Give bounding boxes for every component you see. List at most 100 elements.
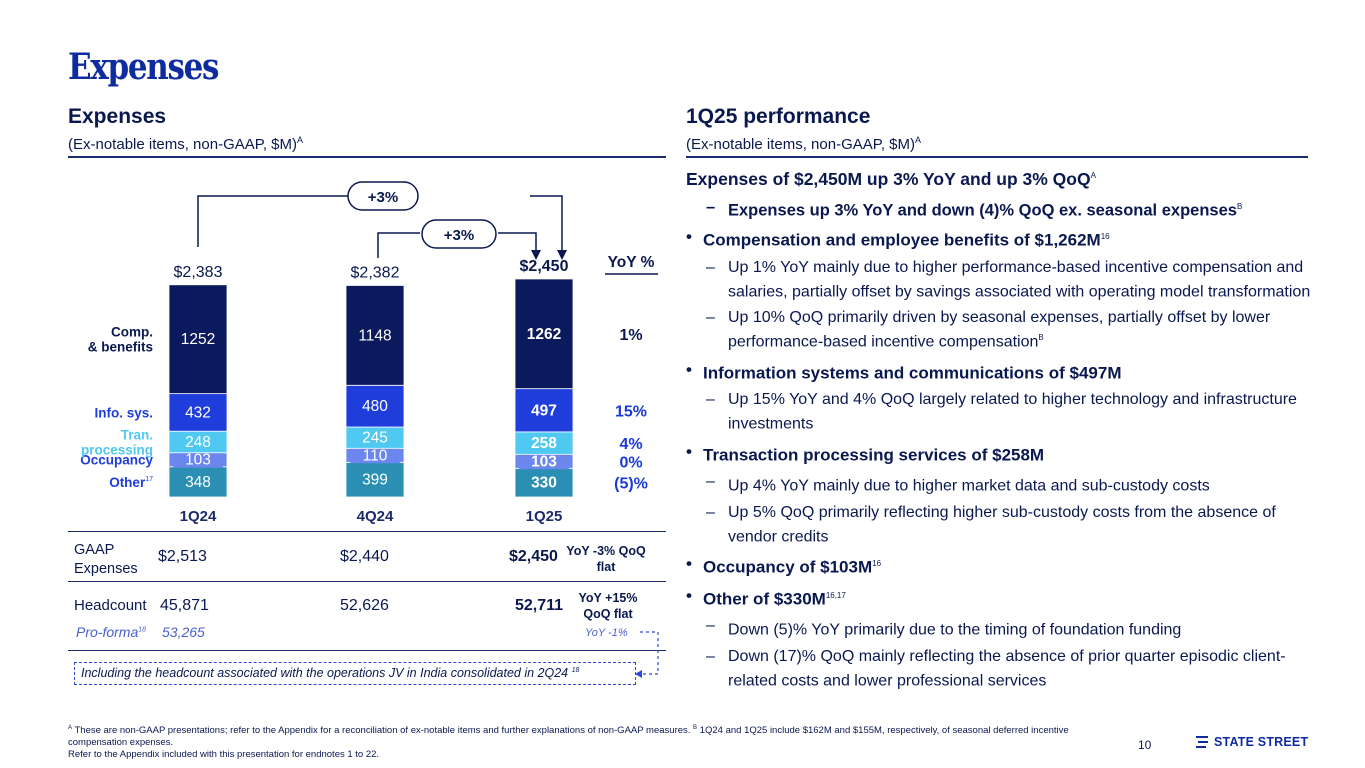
bar-value-label: 1262 (527, 326, 561, 343)
footnote-refer: Refer to the Appendix included with this… (68, 749, 380, 761)
headcount-value-1q24: 45,871 (160, 597, 209, 614)
performance-lead: Expenses of $2,450M up 3% YoY and up 3% … (686, 165, 1316, 190)
gaap-value-1q24: $2,513 (158, 548, 207, 565)
footnotes: A These are non-GAAP presentations; refe… (68, 722, 1128, 761)
growth-pill-4q24 (421, 219, 497, 249)
proforma-change-note: YoY -1% (585, 627, 628, 639)
left-panel-subtitle: (Ex-notable items, non-GAAP, $M)A (68, 130, 666, 155)
left-panel-title: Expenses (68, 105, 167, 128)
bar-value-label: 1148 (358, 327, 391, 344)
growth-pill-1q24 (347, 181, 419, 211)
x-tick-label: 1Q25 (526, 508, 563, 525)
performance-bullet-text: Information systems and communications o… (703, 363, 1122, 383)
bar-value-label: 399 (362, 472, 388, 489)
growth-label-4q24: +3% (444, 227, 474, 244)
logo-text: STATE STREET (1214, 735, 1309, 749)
performance-lead-sub: – Expenses up 3% YoY and down (4)% QoQ ex… (706, 197, 1243, 220)
performance-bullet: • Occupancy of $103M16 (686, 553, 882, 577)
proforma-label-text: Pro-forma (76, 624, 139, 640)
bar-value-label: 497 (531, 402, 557, 419)
series-legend-label: processing (81, 442, 153, 457)
bar-value-label: 245 (362, 430, 388, 447)
bar-total-label: $2,450 (520, 258, 569, 275)
bar-segment (345, 285, 405, 386)
bar-segment (168, 393, 228, 432)
performance-commentary: Expenses of $2,450M up 3% YoY and up 3% … (686, 165, 1316, 697)
table-top-rule (68, 531, 666, 532)
headcount-label: Headcount (74, 597, 147, 614)
left-panel-subtitle-sup: A (296, 135, 303, 145)
series-legend-label: & benefits (88, 340, 153, 355)
growth-connector-4q24 (377, 232, 420, 258)
left-panel-header: Expenses (Ex-notable items, non-GAAP, $M… (68, 104, 666, 158)
yoy-value: 1% (619, 327, 642, 344)
state-street-mark-icon (1196, 736, 1208, 748)
yoy-value: 0% (619, 454, 642, 471)
performance-bullet-sup: 16 (872, 558, 882, 568)
performance-sub-text: Up 5% QoQ primarily reflecting higher su… (728, 503, 1276, 545)
right-panel-subtitle: (Ex-notable items, non-GAAP, $M)A (686, 130, 1308, 155)
growth-connector-1q24-end (530, 195, 563, 250)
bar-value-label: 480 (362, 398, 388, 415)
proforma-label-sup: 18 (138, 626, 147, 634)
bar-value-label: 248 (185, 434, 211, 451)
bar-value-label: 1252 (181, 331, 215, 348)
headcount-change-note: YoY +15% QoQ flat (578, 591, 638, 621)
performance-sub-bullet: – Up 10% QoQ primarily driven by seasonal… (706, 309, 1271, 351)
gaap-value-4q24: $2,440 (340, 548, 389, 565)
bar-total-label: $2,383 (174, 264, 223, 281)
growth-arrow-icon (531, 250, 541, 260)
bar-value-label: 110 (363, 447, 388, 464)
footnote-b-marker: B (693, 725, 698, 731)
occupancy-label-box (519, 453, 569, 470)
bar-segment (514, 278, 574, 390)
performance-bullet-sup: 16,17 (825, 590, 846, 600)
performance-sub-text: Down (5)% YoY primarily due to the timin… (728, 621, 1182, 639)
bar-segment (168, 466, 228, 498)
bar-value-label: 432 (185, 404, 211, 421)
bar-value-label: 103 (531, 453, 557, 470)
footnote-ab: A These are non-GAAP presentations; refe… (68, 722, 1128, 749)
callout-text: Including the headcount associated with … (81, 666, 569, 680)
bar-value-label: 348 (185, 474, 211, 491)
bar-total-label: $2,382 (351, 264, 400, 281)
growth-label-1q24: +3% (368, 189, 398, 206)
footnote-a-text: These are non-GAAP presentations; refer … (74, 725, 691, 737)
performance-bullet: • Information systems and communications … (686, 359, 1122, 383)
performance-sub-bullet: – Up 15% YoY and 4% QoQ largely related t… (706, 391, 1297, 433)
growth-connector-1q24 (197, 195, 350, 247)
gaap-expenses-label: GAAP Expenses (74, 542, 138, 577)
left-panel-subtitle-text: (Ex-notable items, non-GAAP, $M) (68, 136, 297, 153)
callout-sup: 18 (571, 666, 580, 674)
performance-sub-sup: B (1038, 333, 1044, 343)
bar-value-label: 258 (531, 435, 557, 452)
right-panel-header: 1Q25 performance (Ex-notable items, non-… (686, 104, 1308, 158)
occupancy-label-box (173, 451, 223, 468)
performance-sub-text: Down (17)% QoQ mainly reflecting the abs… (728, 647, 1286, 689)
yoy-value: (5)% (614, 476, 648, 493)
x-tick-label: 1Q24 (180, 508, 217, 525)
performance-lead-sub-text: Expenses up 3% YoY and down (4)% QoQ ex.… (728, 201, 1237, 220)
performance-sub-bullet: – Down (5)% YoY primarily due to the timi… (706, 617, 1182, 639)
performance-bullet-text: Transaction processing services of $258M (703, 445, 1045, 465)
expenses-stacked-bar-chart: 3481032484321252$2,3831Q2439911024548011… (80, 181, 658, 525)
headcount-value-1q25: 52,711 (515, 597, 564, 614)
occupancy-label-box (350, 447, 400, 464)
page-title: Expenses (68, 46, 219, 88)
performance-bullet: • Transaction processing services of $258… (686, 441, 1045, 465)
series-legend-label: Info. sys. (94, 405, 153, 420)
callout-connector (635, 631, 659, 678)
headcount-callout-box: Including the headcount associated with … (74, 662, 636, 685)
performance-lead-text: Expenses of $2,450M up 3% YoY and up 3% … (686, 168, 1091, 189)
footnote-a-marker: A (68, 725, 73, 731)
performance-sub-bullet: – Up 1% YoY mainly due to higher performa… (706, 258, 1311, 301)
bar-value-label: 330 (531, 475, 557, 492)
right-panel-subtitle-sup: A (914, 135, 921, 145)
series-legend-label: Other17 (109, 475, 153, 490)
yoy-value: 15% (615, 403, 647, 420)
bar-value-label: 103 (185, 452, 211, 469)
gaap-change-note: YoY -3% QoQ flat (566, 544, 646, 574)
performance-bullet-sup: 16 (1100, 232, 1110, 242)
performance-bullet: • Other of $330M16,17 (686, 585, 846, 609)
right-panel-subtitle-text: (Ex-notable items, non-GAAP, $M) (686, 136, 915, 153)
